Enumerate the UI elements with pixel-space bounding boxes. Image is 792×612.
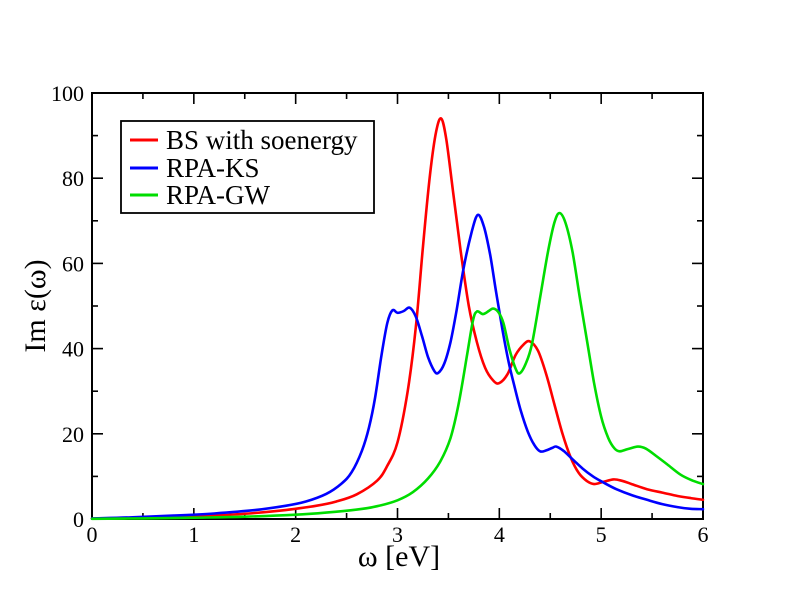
- x-tick-label: 3: [392, 522, 403, 547]
- x-tick-label: 5: [596, 522, 607, 547]
- x-axis-title: ω [eV]: [358, 540, 440, 573]
- axis-ticks: [91, 92, 704, 520]
- legend-label-bs: BS with soenergy: [166, 125, 358, 155]
- y-tick-label: 40: [62, 337, 84, 362]
- y-tick-label: 20: [62, 422, 84, 447]
- curves: [90, 117, 705, 521]
- y-tick-label: 80: [62, 166, 84, 191]
- y-tick-label: 100: [51, 81, 84, 106]
- curve-rpa-ks: [90, 213, 705, 520]
- x-tick-label: 4: [494, 522, 505, 547]
- legend-label-rpa-ks: RPA-KS: [166, 153, 260, 183]
- y-axis-title: Im ε(ω): [19, 259, 52, 352]
- curve-bs-with-soenergy: [90, 117, 705, 520]
- curve-rpa-gw: [90, 211, 705, 521]
- y-tick-label: 0: [73, 507, 84, 532]
- x-tick-label: 6: [698, 522, 709, 547]
- x-tick-label: 0: [87, 522, 98, 547]
- x-tick-label: 1: [188, 522, 199, 547]
- x-tick-label: 2: [290, 522, 301, 547]
- legend: BS with soenergy RPA-KS RPA-GW: [120, 120, 375, 214]
- y-tick-label: 60: [62, 251, 84, 276]
- legend-label-rpa-gw: RPA-GW: [166, 180, 271, 210]
- legend-box: [120, 120, 375, 214]
